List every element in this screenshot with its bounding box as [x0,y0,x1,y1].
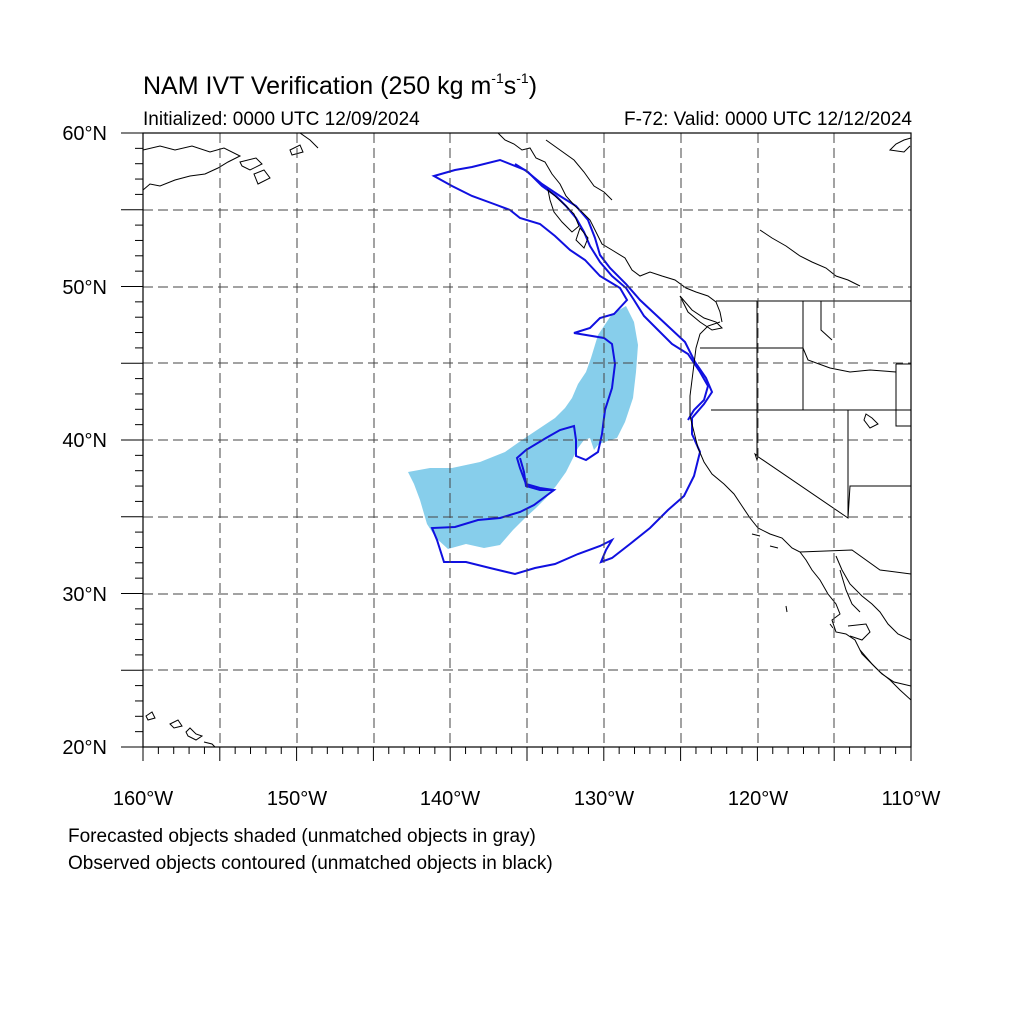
lat-label-50: 50°N [62,277,107,299]
longitude-labels: 160°W 150°W 140°W 130°W 120°W 110°W [113,788,941,810]
lon-label-110w: 110°W [882,788,941,810]
forecast-ivt-object [408,306,638,549]
lat-label-40: 40°N [62,430,107,452]
lon-label-150w: 150°W [267,788,327,810]
canada-coast [497,133,724,331]
axis-ticks [121,132,912,761]
valid-time-label: F-72: Valid: 0000 UTC 12/12/2024 [624,109,912,130]
lake-tahoe [754,452,759,462]
bc-interior-coast [759,137,911,287]
lat-label-30: 30°N [62,584,107,606]
lon-label-160w: 160°W [113,788,173,810]
lon-label-130w: 130°W [574,788,634,810]
map-title: NAM IVT Verification (250 kg m-1s-1) [143,70,538,100]
observed-ivt-object [430,158,714,576]
us-west-coast [689,321,911,701]
latitude-labels: 60°N 50°N 40°N 30°N 20°N [62,123,107,759]
lon-label-140w: 140°W [420,788,480,810]
great-salt-lake [863,413,879,429]
observed-legend-note: Observed objects contoured (unmatched ob… [68,853,553,874]
lon-label-120w: 120°W [728,788,788,810]
alaska-coast [143,133,319,191]
hawaii-islands [145,711,216,747]
us-state-borders [700,300,911,575]
channel-islands [751,533,834,629]
lat-label-20: 20°N [62,737,107,759]
grid-lines [143,133,911,747]
init-time-label: Initialized: 0000 UTC 12/09/2024 [143,109,420,130]
observed-lower-contour [519,457,552,491]
mexico-coast [859,649,911,687]
lat-label-60: 60°N [62,123,107,145]
baja-east-coast [835,555,911,641]
forecast-legend-note: Forecasted objects shaded (unmatched obj… [68,826,536,847]
